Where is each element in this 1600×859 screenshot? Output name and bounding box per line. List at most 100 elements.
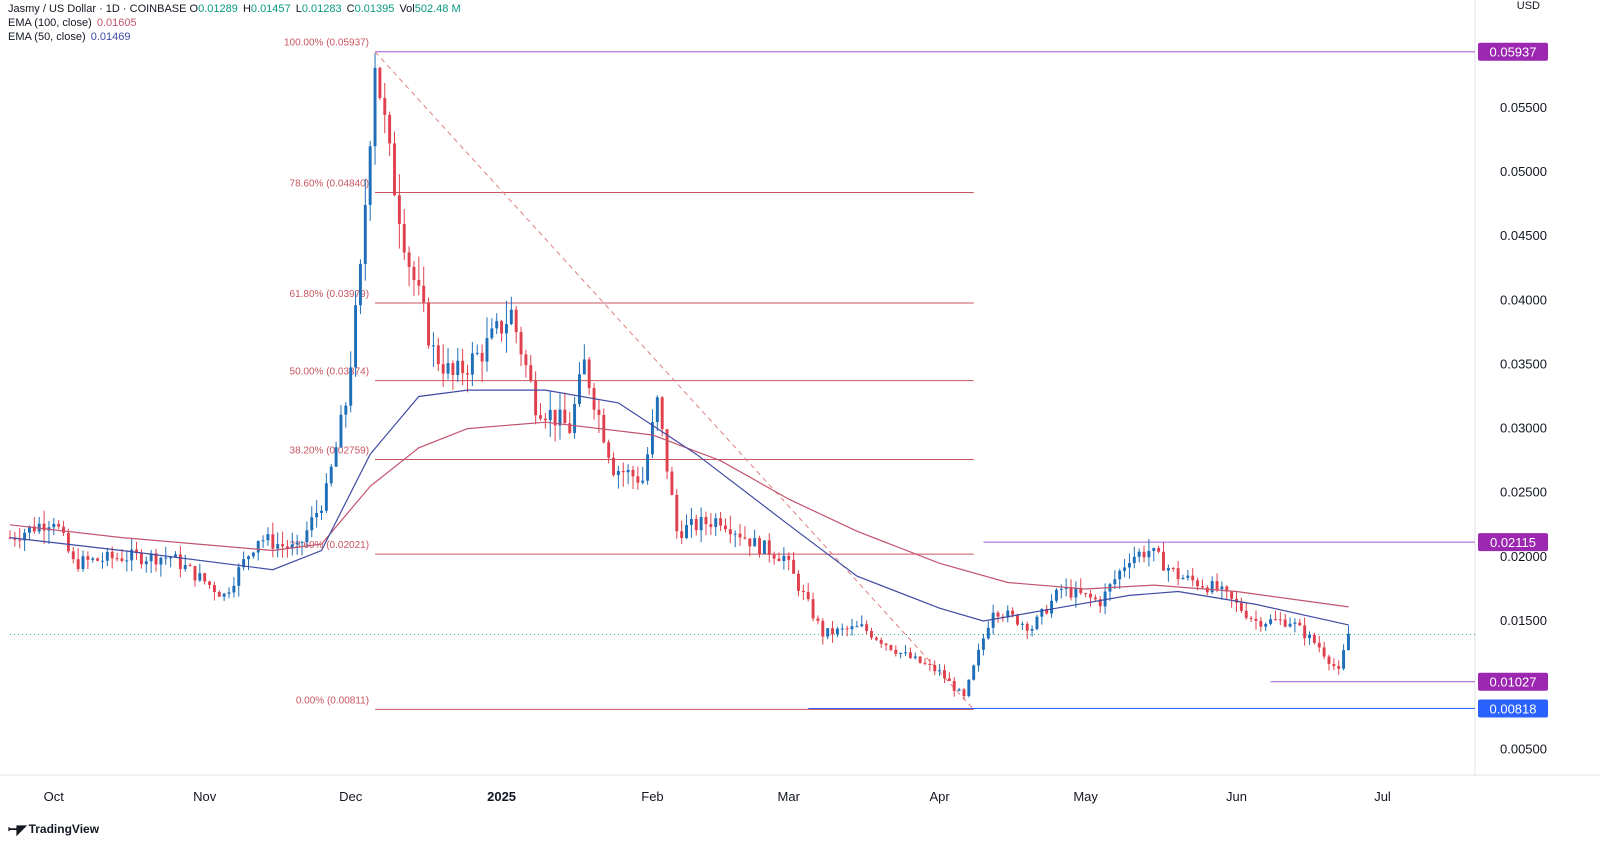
ohlc-low-label: L bbox=[295, 3, 302, 15]
candle-body bbox=[772, 554, 776, 559]
candle-body bbox=[130, 549, 134, 561]
candle-body bbox=[874, 637, 878, 640]
candle-body bbox=[1191, 575, 1195, 581]
candle-body bbox=[1327, 656, 1331, 664]
candle-body bbox=[1162, 551, 1165, 571]
candle-body bbox=[986, 627, 990, 639]
candle-body bbox=[758, 538, 761, 554]
candle-body bbox=[1006, 610, 1010, 618]
currency-label[interactable]: USD bbox=[1516, 0, 1540, 12]
candle-body bbox=[368, 146, 372, 205]
candle-body bbox=[222, 593, 226, 597]
ema100-value: 0.01605 bbox=[96, 17, 137, 29]
candle-body bbox=[1171, 568, 1175, 570]
candle-body bbox=[105, 551, 109, 561]
candle-body bbox=[188, 565, 192, 567]
candle-body bbox=[694, 518, 698, 531]
x-tick-label: Apr bbox=[930, 789, 951, 804]
ema100-line bbox=[9, 421, 1349, 608]
price-axis-badge bbox=[1478, 42, 1548, 61]
candle-body bbox=[32, 526, 36, 532]
fib-level-label: 78.60% (0.04840) bbox=[290, 178, 370, 189]
candle-body bbox=[1132, 556, 1136, 564]
fib-level-label: 100.00% (0.05937) bbox=[284, 38, 369, 49]
candle-body bbox=[358, 263, 362, 306]
candle-body bbox=[1098, 599, 1102, 607]
candle-body bbox=[456, 360, 460, 376]
y-tick-label: 0.03500 bbox=[1500, 356, 1547, 371]
candle-body bbox=[266, 534, 270, 541]
candle-body bbox=[1342, 650, 1346, 669]
candle-body bbox=[227, 592, 231, 594]
candle-body bbox=[782, 555, 786, 562]
candle-body bbox=[1079, 588, 1083, 594]
x-tick-label: Jun bbox=[1226, 789, 1247, 804]
candle-body bbox=[490, 328, 494, 339]
candle-body bbox=[198, 573, 202, 581]
candle-body bbox=[558, 409, 562, 426]
candle-body bbox=[957, 689, 961, 691]
candle-body bbox=[1293, 622, 1297, 624]
candle-body bbox=[913, 656, 917, 658]
candle-body bbox=[1054, 589, 1058, 601]
candle-body bbox=[1332, 663, 1336, 667]
candle-body bbox=[354, 305, 358, 368]
candle-body bbox=[1278, 619, 1282, 621]
candle-body bbox=[1084, 593, 1088, 595]
candle-body bbox=[991, 612, 995, 628]
candle-body bbox=[412, 266, 416, 280]
candle-body bbox=[670, 471, 674, 495]
legend-row-ema50[interactable]: EMA (50, close) 0.01469 bbox=[8, 30, 463, 44]
ohlc-open-value: 0.01289 bbox=[198, 3, 238, 15]
candle-body bbox=[1244, 610, 1248, 618]
legend-row-ema100[interactable]: EMA (100, close) 0.01605 bbox=[8, 16, 463, 30]
candle-body bbox=[996, 612, 1000, 617]
candle-body bbox=[514, 309, 518, 333]
candle-body bbox=[792, 559, 796, 574]
candle-body bbox=[1074, 588, 1078, 598]
candle-body bbox=[237, 567, 241, 586]
candle-body bbox=[18, 539, 22, 541]
candle-body bbox=[71, 551, 75, 560]
candle-body bbox=[276, 544, 280, 549]
candle-body bbox=[281, 544, 285, 547]
candle-body bbox=[904, 652, 908, 654]
price-axis-badge-label: 0.00818 bbox=[1490, 702, 1537, 717]
candle-body bbox=[840, 628, 844, 630]
candle-body bbox=[835, 628, 839, 635]
y-tick-label: 0.01500 bbox=[1500, 613, 1547, 628]
candle-body bbox=[981, 638, 985, 650]
candle-body bbox=[1298, 622, 1302, 626]
candle-body bbox=[310, 517, 314, 531]
y-tick-label: 0.02500 bbox=[1500, 485, 1547, 500]
x-tick-label: Oct bbox=[44, 789, 65, 804]
candle-body bbox=[183, 565, 187, 570]
candle-body bbox=[797, 573, 800, 591]
candle-body bbox=[612, 457, 615, 476]
candle-body bbox=[616, 471, 620, 476]
candle-body bbox=[908, 652, 912, 658]
candle-body bbox=[1152, 548, 1156, 551]
candle-body bbox=[845, 628, 849, 630]
x-tick-label: Dec bbox=[339, 789, 363, 804]
candle-body bbox=[232, 585, 236, 593]
fib-level-label: 38.20% (0.02759) bbox=[290, 445, 370, 456]
candle-body bbox=[208, 581, 212, 586]
candle-body bbox=[470, 353, 474, 375]
candle-body bbox=[174, 554, 177, 558]
ohlc-close-label: C bbox=[346, 3, 355, 15]
candle-body bbox=[407, 252, 411, 267]
candle-body bbox=[582, 359, 586, 375]
candle-body bbox=[1288, 623, 1292, 627]
candle-body bbox=[436, 345, 440, 365]
candle-body bbox=[247, 556, 250, 560]
candle-body bbox=[738, 533, 742, 538]
candle-body bbox=[943, 670, 946, 679]
candle-body bbox=[509, 309, 513, 325]
candle-body bbox=[977, 649, 981, 666]
candle-body bbox=[636, 476, 640, 483]
candle-body bbox=[1035, 616, 1039, 630]
candle-body bbox=[621, 471, 625, 473]
candle-body bbox=[646, 454, 650, 481]
